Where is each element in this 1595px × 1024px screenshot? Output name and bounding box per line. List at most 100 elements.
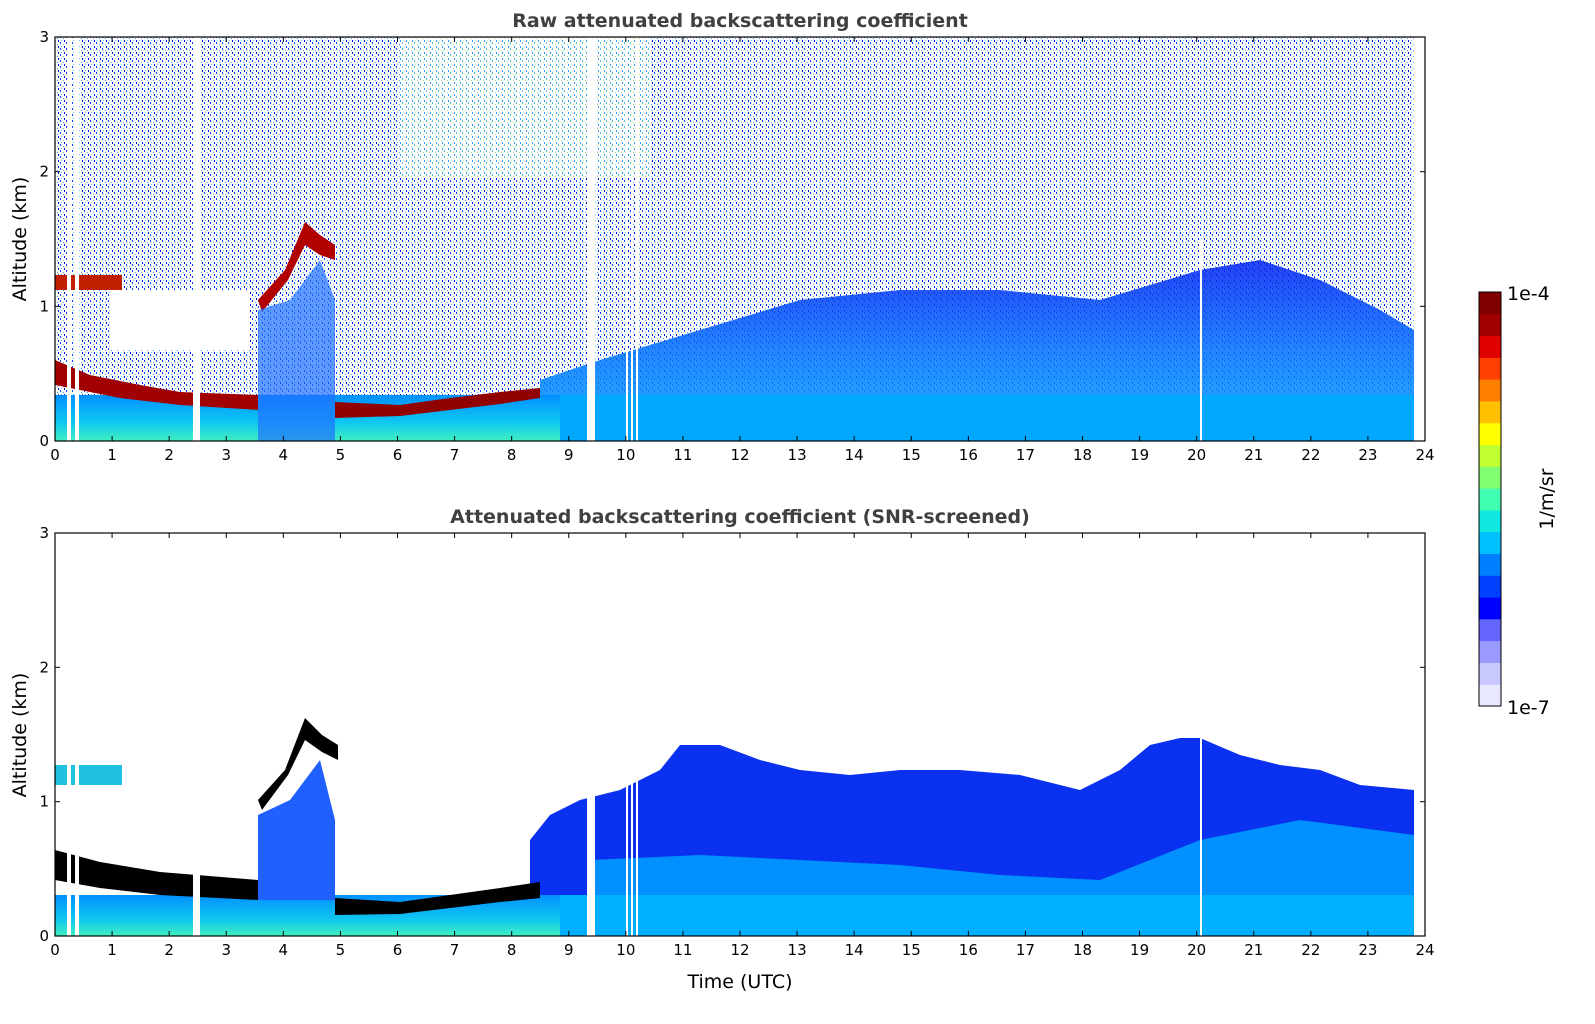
raw-gap-3	[193, 37, 200, 441]
screened-x-tick-label: 13	[788, 941, 807, 959]
raw-x-tick-label: 3	[221, 446, 231, 464]
raw-x-tick-label: 23	[1358, 446, 1377, 464]
raw-x-tick-label: 16	[959, 446, 978, 464]
screened-aerosol-morning	[335, 882, 540, 915]
panel-title-raw: Raw attenuated backscattering coefficien…	[512, 10, 968, 32]
screened-x-tick-label: 24	[1415, 941, 1434, 959]
raw-x-tick-label: 4	[279, 446, 289, 464]
raw-x-tick-label: 9	[564, 446, 574, 464]
colorbar-step	[1479, 313, 1501, 337]
screened-x-tick-label: 6	[393, 941, 403, 959]
colorbar-step	[1479, 575, 1501, 598]
colorbar-step	[1479, 357, 1501, 380]
screened-surface-day	[560, 895, 1415, 936]
screened-x-tick-label: 18	[1073, 941, 1092, 959]
raw-x-tick-label: 5	[336, 446, 346, 464]
screened-x-tick-label: 10	[616, 941, 635, 959]
raw-x-tick-label: 24	[1415, 446, 1434, 464]
raw-x-tick-label: 15	[902, 446, 921, 464]
raw-surface-day	[540, 395, 1415, 441]
screened-heatmap	[55, 533, 1425, 936]
raw-gap-end	[1414, 37, 1425, 441]
colorbar-step	[1479, 684, 1501, 707]
raw-gap-5	[626, 37, 628, 441]
screened-x-tick-label: 14	[845, 941, 864, 959]
colorbar-step	[1479, 444, 1501, 467]
colorbar-step	[1479, 488, 1501, 511]
colorbar-min-label: 1e-7	[1507, 697, 1550, 719]
colorbar-step	[1479, 292, 1501, 315]
raw-y-ticks: 0 1 2 3	[39, 28, 1425, 450]
colorbar-unit-label: 1/m/sr	[1536, 468, 1558, 529]
raw-x-tick-label: 0	[50, 446, 60, 464]
colorbar-step	[1479, 662, 1501, 685]
screened-gap-1	[67, 533, 71, 936]
screened-y-tick-label: 1	[39, 793, 49, 811]
screened-x-tick-label: 17	[1016, 941, 1035, 959]
screened-y-axis-label: Altitude (km)	[9, 673, 31, 798]
screened-y-tick-label: 3	[39, 524, 49, 542]
raw-clear-region	[110, 290, 250, 350]
raw-x-tick-label: 21	[1244, 446, 1263, 464]
colorbar-step	[1479, 597, 1501, 620]
raw-convective-plume	[258, 260, 335, 441]
raw-x-tick-label: 22	[1301, 446, 1320, 464]
colorbar-max-label: 1e-4	[1507, 283, 1550, 305]
raw-aerosol-layer-night	[55, 360, 258, 410]
colorbar-scale	[1479, 292, 1501, 707]
screened-gap-2	[75, 533, 79, 936]
screened-gap-end	[1414, 533, 1425, 936]
screened-x-tick-label: 15	[902, 941, 921, 959]
screened-x-tick-label: 21	[1244, 941, 1263, 959]
raw-gap-7	[636, 37, 638, 441]
screened-gap-7	[636, 760, 638, 936]
raw-x-tick-label: 8	[507, 446, 517, 464]
raw-x-tick-label: 10	[616, 446, 635, 464]
colorbar-step	[1479, 400, 1501, 424]
raw-x-tick-label: 18	[1073, 446, 1092, 464]
screened-y-tick-label: 2	[39, 658, 49, 676]
screened-plume	[258, 760, 335, 900]
colorbar-step	[1479, 466, 1501, 489]
raw-x-ticks: 0 1 2 3 4 5 6 7 8 9 10 11 12 13 14 15 16 17 18 19 20 21 22 23 24	[50, 37, 1435, 464]
raw-x-tick-label: 19	[1130, 446, 1149, 464]
screened-x-tick-label: 1	[107, 941, 117, 959]
raw-y-tick-label: 2	[39, 163, 49, 181]
raw-x-tick-label: 17	[1016, 446, 1035, 464]
raw-aerosol-layer-upper	[55, 275, 122, 290]
screened-x-tick-label: 4	[279, 941, 289, 959]
raw-y-axis-label: Altitude (km)	[9, 177, 31, 302]
raw-aerosol-layer-morning	[335, 388, 540, 418]
colorbar-step	[1479, 509, 1501, 533]
colorbar-step	[1479, 422, 1501, 446]
screened-gap-3	[193, 533, 200, 936]
screened-x-tick-label: 2	[164, 941, 174, 959]
screened-x-tick-label: 5	[336, 941, 346, 959]
raw-aerosol-layer-mid	[258, 222, 335, 312]
x-axis-label: Time (UTC)	[686, 971, 792, 993]
colorbar-step	[1479, 640, 1501, 663]
screened-y-ticks: 0 1 2 3	[39, 524, 1425, 945]
raw-gap-4	[587, 37, 595, 441]
screened-gap-5	[626, 760, 628, 936]
raw-x-tick-label: 1	[107, 446, 117, 464]
raw-gap-2	[75, 37, 79, 441]
colorbar-frame	[1478, 291, 1502, 707]
raw-x-tick-label: 7	[450, 446, 460, 464]
raw-x-tick-label: 2	[164, 446, 174, 464]
screened-gap-4	[587, 533, 595, 936]
raw-x-tick-label: 12	[730, 446, 749, 464]
screened-x-ticks: 0 1 2 3 4 5 6 7 8 9 10 11 12 13 14 15 16 17 18 19 20 21 22 23 24	[50, 533, 1435, 959]
raw-y-tick-label: 0	[39, 432, 49, 450]
screened-aerosol-upper	[55, 765, 122, 785]
raw-gap-6	[631, 37, 633, 441]
screened-x-tick-label: 19	[1130, 941, 1149, 959]
colorbar-step	[1479, 618, 1501, 642]
screened-x-tick-label: 0	[50, 941, 60, 959]
screened-x-tick-label: 12	[730, 941, 749, 959]
colorbar-step	[1479, 553, 1501, 576]
screened-y-tick-label: 0	[39, 927, 49, 945]
screened-x-tick-label: 3	[221, 941, 231, 959]
raw-x-tick-label: 14	[845, 446, 864, 464]
